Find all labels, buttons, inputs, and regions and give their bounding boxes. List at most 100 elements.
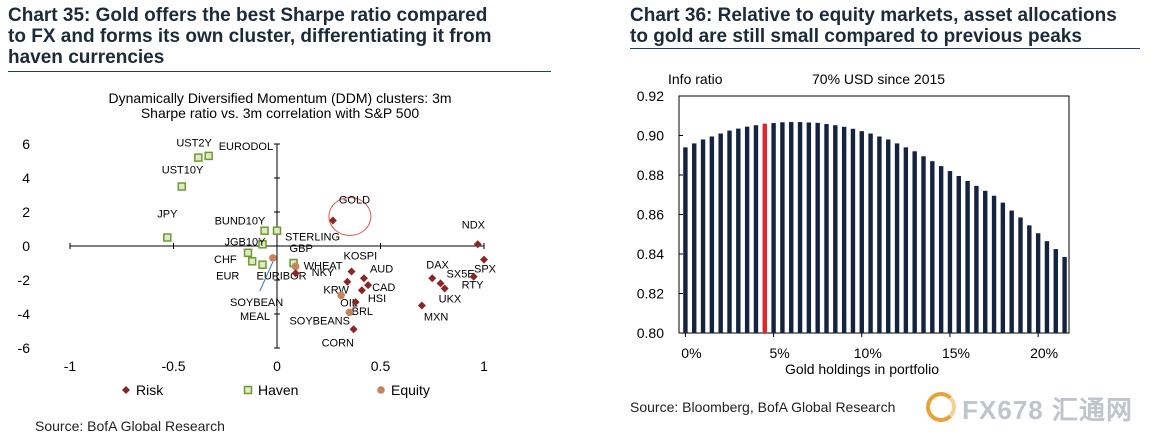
chart35-title: Chart 35: Gold offers the best Sharpe ra… [8,5,553,68]
bar-ylabel: Info ratio [668,71,723,87]
bar [956,175,961,333]
data-point-chf: CHF [214,248,253,266]
bar [718,133,723,333]
fx678-logo-icon [926,392,957,422]
data-point-aud: AUD [359,263,393,283]
data-point-eurodol: EURODOL [204,141,273,161]
bar [1009,210,1014,333]
point-label: SOYBEAN [230,297,283,309]
point-label: CORN [322,337,354,349]
point-marker [272,226,282,235]
data-point-ndx: NDX [462,219,486,249]
x-tick-label: 20% [1030,345,1058,361]
point-label: DAX [426,259,449,271]
point-marker [243,248,253,258]
x-tick-label: -1 [64,358,77,374]
x-tick-label: 15% [942,345,970,361]
data-point-spx: SPX [474,255,497,276]
point-label: NDX [462,219,486,231]
point-marker [328,216,337,225]
point-marker [473,240,482,249]
point-marker [343,277,352,286]
x-tick-label: 0% [681,345,701,361]
bar [859,131,864,333]
point-label: SPX [474,264,497,276]
bar [1027,225,1032,333]
x-tick-label: 0 [273,358,281,374]
chart35-title-line: to FX and forms its own cluster, differe… [8,26,492,47]
y-tick-label: 0 [22,238,30,254]
bar-annotation: 70% USD since 2015 [812,71,945,87]
point-marker [417,301,426,310]
bar [930,161,935,333]
point-marker [440,284,449,293]
point-label: MEAL [240,311,270,323]
scatter-chart: Dynamically Diversified Momentum (DDM) c… [18,90,497,398]
data-point-hsi: HSI [357,286,386,305]
y-tick-label: 0.92 [637,88,664,104]
data-point-ust10y: UST10Y [162,165,204,191]
bar [727,130,732,333]
chart35-source: Source: BofA Global Research [35,418,225,434]
data-point-corn: CORN [322,325,358,349]
point-label: JGB10Y [225,236,267,248]
point-label: UST2Y [176,138,212,150]
bar [991,195,997,333]
point-marker [337,291,345,300]
point-label: SX5E [447,268,475,280]
point-label: KOSPI [344,251,378,263]
data-point-nky: NKY [291,267,335,279]
bar [780,122,785,333]
point-marker [364,281,373,290]
legend-marker [377,386,385,394]
y-tick-label: -2 [18,272,31,288]
y-tick-label: -4 [18,306,31,322]
x-tick-label: 5% [769,345,789,361]
point-marker [269,254,277,262]
data-point-bund10y: BUND10Y [215,216,269,235]
point-marker [194,153,203,162]
gold-highlight-circle [328,197,372,236]
legend-label: Risk [136,382,164,398]
bar [850,128,856,333]
bar [797,122,803,333]
bar-xlabel: Gold holdings in portfolio [785,361,939,377]
chart35-title-line: haven currencies [8,47,165,68]
legend-marker [243,385,253,395]
bar [806,122,812,333]
point-marker [345,308,354,317]
point-marker [204,151,213,161]
bar [894,143,900,333]
bar [709,136,715,333]
data-point-eur: EUR [216,257,257,282]
point-marker [351,298,360,307]
data-point-soybeans: SOYBEANS [289,308,354,327]
bar [824,124,829,333]
chart36-title: Chart 36: Relative to equity markets, as… [630,5,1150,47]
chart36-source: Source: Bloomberg, BofA Global Research [630,399,896,415]
title-rule [8,71,551,72]
y-tick-label: 0.90 [637,128,664,144]
y-tick-label: 0.82 [637,286,664,302]
point-label: GOLD [339,195,370,207]
bar [983,190,988,333]
bar [903,147,909,333]
title-rule [630,48,1140,49]
point-label: KRW [323,285,349,297]
scatter-subtitle-line: Sharpe ratio vs. 3m correlation with S&P… [141,105,420,121]
point-label: STERLING [285,232,340,244]
point-label: BUND10Y [215,216,266,228]
legend-item-haven: Haven [243,382,298,398]
point-marker [258,240,267,249]
bar [815,122,820,333]
point-label: CAD [372,282,395,294]
point-label: EUR [216,270,239,282]
point-label: NKY [312,267,335,279]
data-point-sx5e: SX5E [436,268,475,288]
bar-highlight [762,123,767,334]
point-marker [469,272,478,281]
chart35-title-line: Chart 35: Gold offers the best Sharpe ra… [8,5,488,26]
scatter-subtitle-line: Dynamically Diversified Momentum (DDM) c… [108,90,451,106]
point-label: HSI [368,293,386,305]
point-label: BRL [352,306,373,318]
